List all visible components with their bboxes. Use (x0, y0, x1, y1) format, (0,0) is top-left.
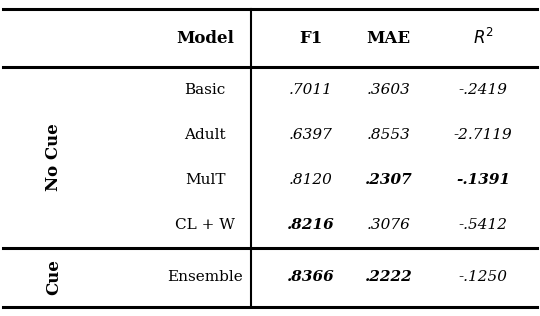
Text: -.2419: -.2419 (459, 82, 508, 97)
Text: Cue: Cue (45, 259, 63, 295)
Text: .8120: .8120 (288, 173, 333, 187)
Text: F1: F1 (299, 30, 322, 47)
Text: .3076: .3076 (367, 218, 411, 232)
Text: -.1391: -.1391 (456, 173, 510, 187)
Text: .2307: .2307 (365, 173, 413, 187)
Text: .8216: .8216 (287, 218, 334, 232)
Text: .3603: .3603 (367, 82, 411, 97)
Text: -2.7119: -2.7119 (454, 128, 512, 142)
Text: Model: Model (176, 30, 234, 47)
Text: .8366: .8366 (287, 270, 334, 284)
Text: $R^2$: $R^2$ (473, 28, 494, 48)
Text: .2222: .2222 (365, 270, 413, 284)
Text: -.5412: -.5412 (459, 218, 508, 232)
Text: -.1250: -.1250 (459, 270, 508, 284)
Text: MulT: MulT (185, 173, 226, 187)
Text: CL + W: CL + W (176, 218, 235, 232)
Text: .7011: .7011 (288, 82, 333, 97)
Text: MAE: MAE (367, 30, 411, 47)
Text: .8553: .8553 (367, 128, 411, 142)
Text: .6397: .6397 (288, 128, 333, 142)
Text: No Cue: No Cue (45, 124, 63, 191)
Text: Basic: Basic (185, 82, 226, 97)
Text: Adult: Adult (184, 128, 226, 142)
Text: Ensemble: Ensemble (167, 270, 243, 284)
